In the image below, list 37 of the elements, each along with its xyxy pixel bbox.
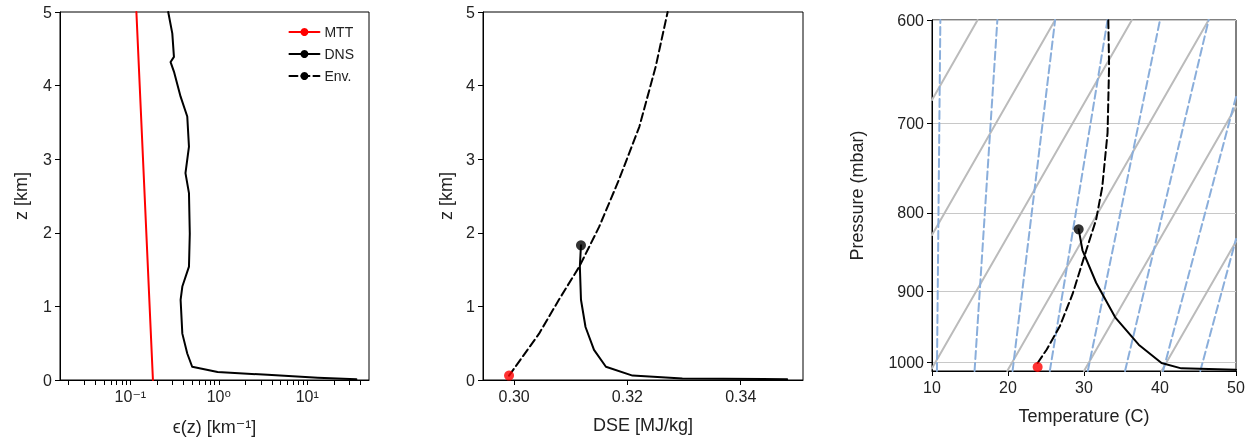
x-tick-label: 10⁰	[206, 387, 231, 405]
x-axis-title: ϵ(z) [km⁻¹]	[172, 417, 257, 437]
x-tick-label: 40	[1151, 378, 1169, 396]
x-tick-label: 10⁻¹	[114, 387, 147, 405]
x-tick-label: 10	[923, 378, 941, 396]
legend-label: Env.	[324, 68, 352, 84]
x-tick-label: 50	[1227, 378, 1245, 396]
x-tick-label: 10¹	[295, 387, 319, 405]
y-tick-label: 4	[43, 77, 53, 95]
y-tick-label: 1	[466, 297, 476, 315]
x-tick-label: 30	[1075, 378, 1093, 396]
x-tick-label: 0.30	[498, 387, 530, 405]
y-tick-label: 700	[897, 114, 925, 132]
y-tick-label: 900	[897, 283, 925, 301]
y-tick-label: 5	[43, 3, 53, 21]
legend-label: MTT	[324, 24, 354, 40]
legend-label: DNS	[324, 46, 354, 62]
y-axis-title: z [km]	[436, 172, 457, 220]
y-tick-label: 1000	[888, 353, 925, 371]
x-tick-label: 0.34	[725, 387, 757, 405]
y-tick-label: 2	[466, 224, 476, 242]
x-tick-label: 0.32	[611, 387, 644, 405]
y-tick-label: 3	[43, 150, 53, 168]
y-tick-label: 1	[43, 297, 53, 315]
y-axis-title: Pressure (mbar)	[847, 130, 867, 261]
y-tick-label: 4	[466, 77, 476, 95]
y-tick-label: 0	[466, 371, 476, 389]
y-tick-label: 5	[466, 3, 476, 21]
x-axis-title: Temperature (C)	[1018, 406, 1150, 426]
y-tick-label: 800	[897, 204, 925, 222]
y-tick-label: 600	[897, 11, 925, 29]
y-axis-title: z [km]	[11, 172, 31, 220]
x-tick-label: 20	[999, 378, 1017, 396]
x-axis-title: DSE [MJ/kg]	[592, 415, 694, 435]
y-tick-label: 2	[43, 224, 53, 242]
y-tick-label: 0	[43, 371, 53, 389]
y-tick-label: 3	[466, 150, 476, 168]
